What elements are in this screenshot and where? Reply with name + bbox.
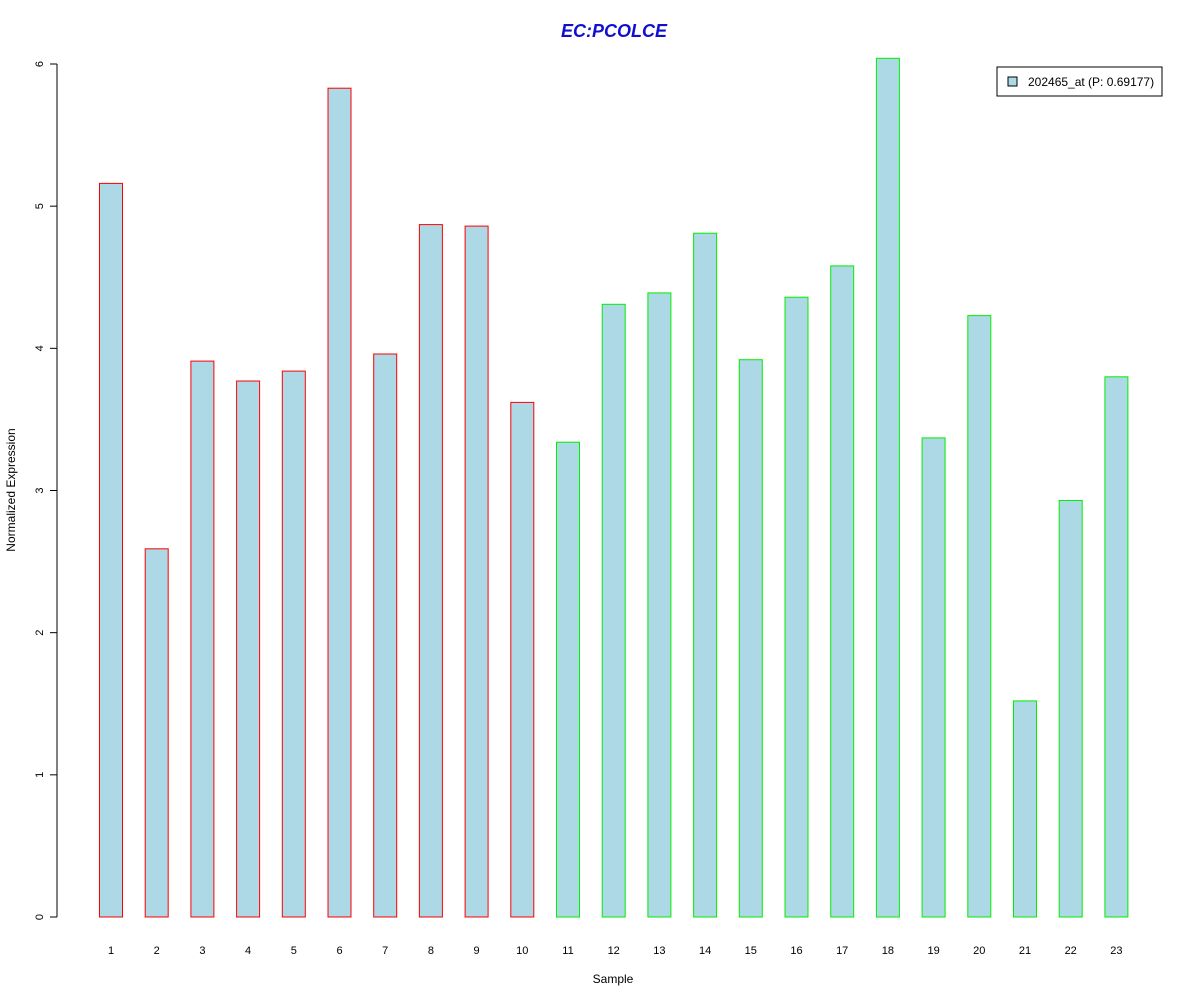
x-tick-label: 4 — [245, 945, 251, 957]
x-tick-label: 1 — [108, 945, 114, 957]
bar-sample-18 — [875, 57, 900, 918]
x-tick-label: 21 — [1019, 945, 1031, 957]
y-tick-label: 0 — [34, 914, 46, 920]
bar-sample-1 — [99, 182, 123, 918]
y-tick-label: 6 — [34, 61, 46, 67]
bar-sample-4 — [236, 380, 261, 918]
x-tick-label: 10 — [516, 945, 528, 957]
bar-sample-19 — [921, 437, 946, 918]
bar-sample-9 — [464, 225, 489, 918]
x-tick-labels: 1 2 3 4 5 6 7 8 9 10 11 12 13 14 15 16 17 18 19 20 21 22 23 — [108, 945, 1123, 957]
bar-sample-8 — [418, 224, 443, 918]
x-tick-label: 11 — [562, 945, 573, 957]
y-axis: 0 1 2 3 4 5 6 — [34, 61, 58, 920]
x-tick-label: 14 — [699, 945, 711, 957]
y-tick-label: 2 — [34, 630, 46, 636]
bar-sample-11 — [556, 441, 580, 918]
y-tick-label: 5 — [34, 203, 46, 209]
bar-sample-13 — [647, 292, 672, 918]
x-axis-label: Sample — [593, 972, 634, 986]
legend: 202465_at (P: 0.69177) — [996, 66, 1163, 97]
bars-group — [99, 57, 1129, 918]
x-tick-label: 6 — [336, 945, 342, 957]
legend-swatch — [1007, 76, 1018, 87]
bar-sample-5 — [281, 370, 306, 918]
bar-sample-6 — [327, 87, 352, 918]
legend-label: 202465_at (P: 0.69177) — [1028, 75, 1154, 89]
x-tick-label: 22 — [1065, 945, 1077, 957]
bar-sample-15 — [738, 359, 763, 918]
x-tick-label: 20 — [973, 945, 985, 957]
x-tick-label: 8 — [428, 945, 434, 957]
x-tick-label: 19 — [927, 945, 939, 957]
bar-sample-21 — [1013, 700, 1037, 918]
y-axis-label: Normalized Expression — [4, 428, 18, 551]
y-tick-label: 3 — [34, 487, 46, 493]
x-tick-label: 3 — [199, 945, 205, 957]
bar-sample-17 — [830, 265, 855, 918]
x-tick-label: 23 — [1110, 945, 1122, 957]
x-tick-label: 13 — [653, 945, 665, 957]
x-tick-label: 18 — [882, 945, 894, 957]
x-tick-label: 16 — [790, 945, 802, 957]
x-tick-label: 17 — [836, 945, 848, 957]
legend-box — [996, 66, 1163, 97]
bar-sample-14 — [693, 232, 718, 918]
bar-sample-12 — [601, 303, 626, 918]
x-tick-label: 5 — [291, 945, 297, 957]
y-tick-label: 1 — [34, 772, 46, 778]
bar-sample-23 — [1104, 376, 1129, 918]
x-tick-label: 2 — [154, 945, 160, 957]
x-tick-label: 7 — [382, 945, 388, 957]
x-tick-label: 9 — [474, 945, 480, 957]
bar-sample-3 — [190, 360, 215, 918]
chart-title: EC:PCOLCE — [561, 21, 668, 41]
bar-sample-22 — [1058, 500, 1083, 918]
bar-sample-16 — [784, 296, 809, 918]
x-tick-label: 15 — [745, 945, 757, 957]
bar-sample-2 — [144, 548, 169, 918]
x-tick-label: 12 — [608, 945, 620, 957]
bar-sample-20 — [967, 315, 992, 918]
y-tick-label: 4 — [34, 345, 46, 351]
bar-sample-10 — [510, 401, 535, 918]
bar-sample-7 — [373, 353, 398, 918]
